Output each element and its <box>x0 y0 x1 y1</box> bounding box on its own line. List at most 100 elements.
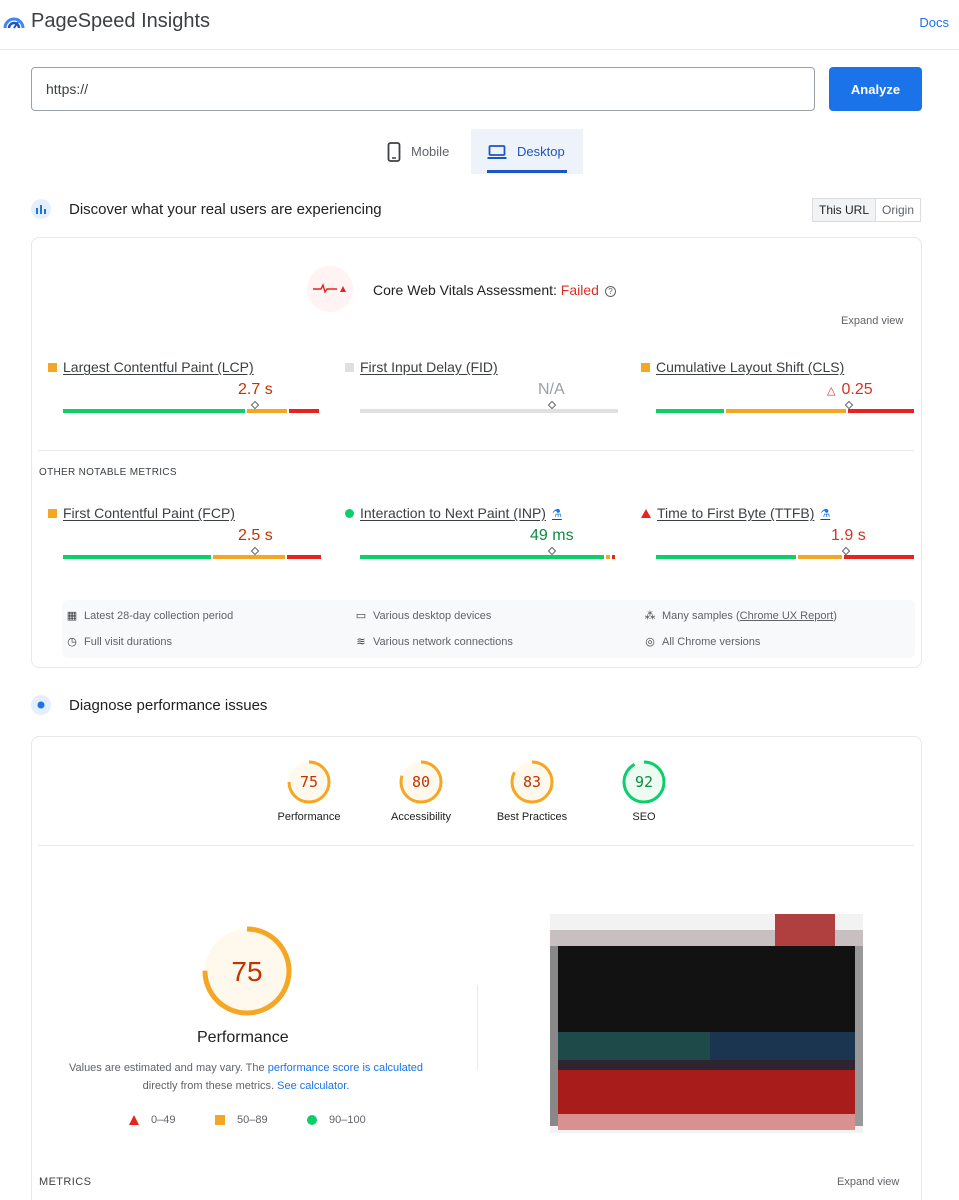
score-gauge-seo[interactable]: 92 SEO <box>594 759 694 823</box>
note-middle: directly from these metrics. <box>142 1080 278 1092</box>
see-calculator-link[interactable]: See calculator. <box>277 1080 350 1092</box>
lab-data-card <box>31 736 922 1200</box>
p75-marker <box>250 546 260 556</box>
metric-lcp-value: 2.7 s <box>238 381 273 398</box>
cwv-assessment-label: Core Web Vitals Assessment: <box>373 282 561 298</box>
metric-fid[interactable]: First Input Delay (FID) N/A <box>345 359 618 419</box>
needs-improvement-square-icon <box>641 362 650 372</box>
expand-view-link[interactable]: Expand view <box>841 315 904 327</box>
metric-cls-link[interactable]: Cumulative Layout Shift (CLS) <box>641 359 844 375</box>
poor-triangle-icon <box>129 1115 139 1125</box>
metric-fcp-value: 2.5 s <box>238 527 273 544</box>
info-visit-durations-text: Full visit durations <box>84 635 173 648</box>
toggle-origin[interactable]: Origin <box>875 199 920 221</box>
cwv-assessment-status: Failed <box>560 282 599 298</box>
pagespeed-logo-icon[interactable] <box>2 10 26 34</box>
score-value: 80 <box>412 773 430 791</box>
poor-triangle-icon <box>641 508 651 518</box>
chrome-ux-report-link[interactable]: Chrome UX Report <box>739 609 834 622</box>
metric-fid-link[interactable]: First Input Delay (FID) <box>345 359 498 375</box>
info-devices-text: Various desktop devices <box>373 609 492 622</box>
p75-marker <box>547 400 557 410</box>
metric-cls-bar <box>656 409 914 413</box>
good-dot-icon <box>307 1115 317 1125</box>
info-devices: ▭ Various desktop devices <box>355 609 492 623</box>
experimental-flask-icon: ⚗ <box>551 507 562 520</box>
metric-inp[interactable]: Interaction to Next Paint (INP) ⚗ 49 ms <box>345 505 615 565</box>
calendar-icon: ▦ <box>66 610 78 622</box>
chrome-icon: ◎ <box>645 636 655 648</box>
score-gauge-performance[interactable]: 75 Performance <box>259 759 359 823</box>
score-label: Performance <box>277 811 341 823</box>
info-network: ≋ Various network connections <box>355 635 513 649</box>
url-input[interactable] <box>31 67 815 111</box>
vertical-divider <box>477 985 478 1070</box>
metric-fcp-link[interactable]: First Contentful Paint (FCP) <box>48 505 235 521</box>
legend-poor-label: 0–49 <box>151 1114 176 1126</box>
diagnose-heading: Diagnose performance issues <box>31 695 267 715</box>
score-arc <box>399 760 443 804</box>
metric-inp-label: Interaction to Next Paint (INP) <box>360 505 546 521</box>
score-label: Accessibility <box>391 811 451 823</box>
tab-selected-indicator <box>487 170 567 173</box>
diagnose-title: Diagnose performance issues <box>69 696 268 714</box>
laptop-icon <box>487 144 507 159</box>
metric-inp-link[interactable]: Interaction to Next Paint (INP) ⚗ <box>345 505 562 521</box>
score-gauge-accessibility[interactable]: 80 Accessibility <box>371 759 471 823</box>
field-data-card <box>31 237 922 668</box>
score-value: 92 <box>635 773 653 791</box>
info-collection-period: ▦ Latest 28-day collection period <box>66 609 233 623</box>
toggle-this-url[interactable]: This URL <box>813 199 876 221</box>
metric-fid-value: N/A <box>538 381 565 398</box>
legend-average: 50–89 <box>215 1114 268 1126</box>
poor-triangle-icon: △ <box>827 385 836 397</box>
other-metrics-heading: OTHER NOTABLE METRICS <box>39 467 177 478</box>
p75-marker <box>841 546 851 556</box>
metric-lcp-link[interactable]: Largest Contentful Paint (LCP) <box>48 359 254 375</box>
score-label: SEO <box>632 811 656 823</box>
performance-note: Values are estimated and may vary. The p… <box>60 1059 432 1095</box>
metric-fcp[interactable]: First Contentful Paint (FCP) 2.5 s <box>48 505 321 565</box>
help-icon[interactable]: ? <box>604 286 616 297</box>
tab-desktop[interactable]: Desktop <box>471 129 583 174</box>
p75-marker <box>250 400 260 410</box>
info-network-text: Various network connections <box>373 635 513 648</box>
field-data-info <box>62 600 915 658</box>
users-icon <box>31 199 51 219</box>
tab-desktop-label: Desktop <box>517 144 565 159</box>
needs-improvement-square-icon <box>48 508 57 518</box>
score-arc <box>622 760 666 804</box>
metric-fcp-bar <box>63 555 321 559</box>
diagnose-icon <box>31 695 51 715</box>
metric-ttfb-link[interactable]: Time to First Byte (TTFB) ⚗ <box>641 505 830 521</box>
metric-cls-value: 0.25 <box>841 381 873 398</box>
metrics-expand-view-link[interactable]: Expand view <box>837 1176 900 1188</box>
metric-cls[interactable]: Cumulative Layout Shift (CLS) △ 0.25 <box>641 359 914 419</box>
timer-icon: ◷ <box>67 636 77 648</box>
metric-fcp-label: First Contentful Paint (FCP) <box>63 505 235 521</box>
metric-ttfb-bar <box>656 555 914 559</box>
divider <box>38 450 914 451</box>
legend-good: 90–100 <box>307 1114 366 1126</box>
score-gauge-best-practices[interactable]: 83 Best Practices <box>482 759 582 823</box>
tab-mobile[interactable]: Mobile <box>371 129 465 174</box>
info-samples-suffix: ) <box>833 609 837 622</box>
performance-big-label: Performance <box>197 1029 289 1046</box>
metric-fid-bar <box>360 409 618 413</box>
page-screenshot-thumbnail[interactable] <box>550 914 863 1133</box>
real-users-heading: Discover what your real users are experi… <box>31 199 382 219</box>
docs-link[interactable]: Docs <box>919 15 949 30</box>
score-calculated-link[interactable]: performance score is calculated <box>267 1062 423 1074</box>
metric-lcp[interactable]: Largest Contentful Paint (LCP) 2.7 s <box>48 359 319 419</box>
note-prefix: Values are estimated and may vary. The <box>68 1062 268 1074</box>
p75-marker <box>844 400 854 410</box>
score-value: 75 <box>300 773 318 791</box>
metric-fid-label: First Input Delay (FID) <box>360 359 498 375</box>
analyze-button[interactable]: Analyze <box>829 67 922 111</box>
divider <box>38 845 914 846</box>
metric-cls-label: Cumulative Layout Shift (CLS) <box>656 359 845 375</box>
legend-good-label: 90–100 <box>329 1114 366 1126</box>
experimental-flask-icon: ⚗ <box>820 507 831 520</box>
real-users-title: Discover what your real users are experi… <box>69 200 382 218</box>
metric-ttfb[interactable]: Time to First Byte (TTFB) ⚗ 1.9 s <box>641 505 914 565</box>
